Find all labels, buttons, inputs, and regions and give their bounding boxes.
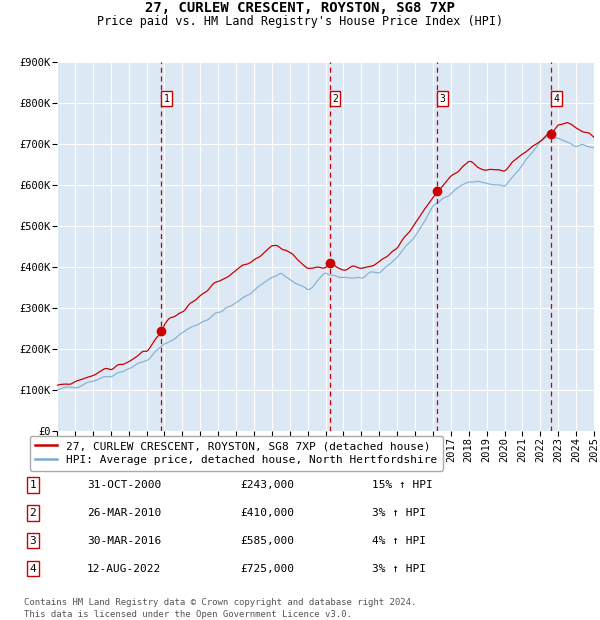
Text: 3% ↑ HPI: 3% ↑ HPI — [372, 564, 426, 574]
Text: 12-AUG-2022: 12-AUG-2022 — [87, 564, 161, 574]
Text: 2: 2 — [332, 94, 338, 104]
Text: 4% ↑ HPI: 4% ↑ HPI — [372, 536, 426, 546]
Text: Price paid vs. HM Land Registry's House Price Index (HPI): Price paid vs. HM Land Registry's House … — [97, 16, 503, 29]
Text: £725,000: £725,000 — [240, 564, 294, 574]
Text: £410,000: £410,000 — [240, 508, 294, 518]
Legend: 27, CURLEW CRESCENT, ROYSTON, SG8 7XP (detached house), HPI: Average price, deta: 27, CURLEW CRESCENT, ROYSTON, SG8 7XP (d… — [29, 436, 443, 471]
Text: 1: 1 — [29, 480, 37, 490]
Text: Contains HM Land Registry data © Crown copyright and database right 2024.
This d: Contains HM Land Registry data © Crown c… — [24, 598, 416, 619]
Text: 4: 4 — [29, 564, 37, 574]
Text: 31-OCT-2000: 31-OCT-2000 — [87, 480, 161, 490]
Text: £243,000: £243,000 — [240, 480, 294, 490]
Text: 2: 2 — [29, 508, 37, 518]
Text: £585,000: £585,000 — [240, 536, 294, 546]
Text: 3: 3 — [440, 94, 445, 104]
Text: 3% ↑ HPI: 3% ↑ HPI — [372, 508, 426, 518]
Text: 26-MAR-2010: 26-MAR-2010 — [87, 508, 161, 518]
Text: 3: 3 — [29, 536, 37, 546]
Text: 15% ↑ HPI: 15% ↑ HPI — [372, 480, 433, 490]
Text: 27, CURLEW CRESCENT, ROYSTON, SG8 7XP: 27, CURLEW CRESCENT, ROYSTON, SG8 7XP — [145, 1, 455, 16]
Text: 4: 4 — [554, 94, 559, 104]
Text: 1: 1 — [164, 94, 169, 104]
Text: 30-MAR-2016: 30-MAR-2016 — [87, 536, 161, 546]
